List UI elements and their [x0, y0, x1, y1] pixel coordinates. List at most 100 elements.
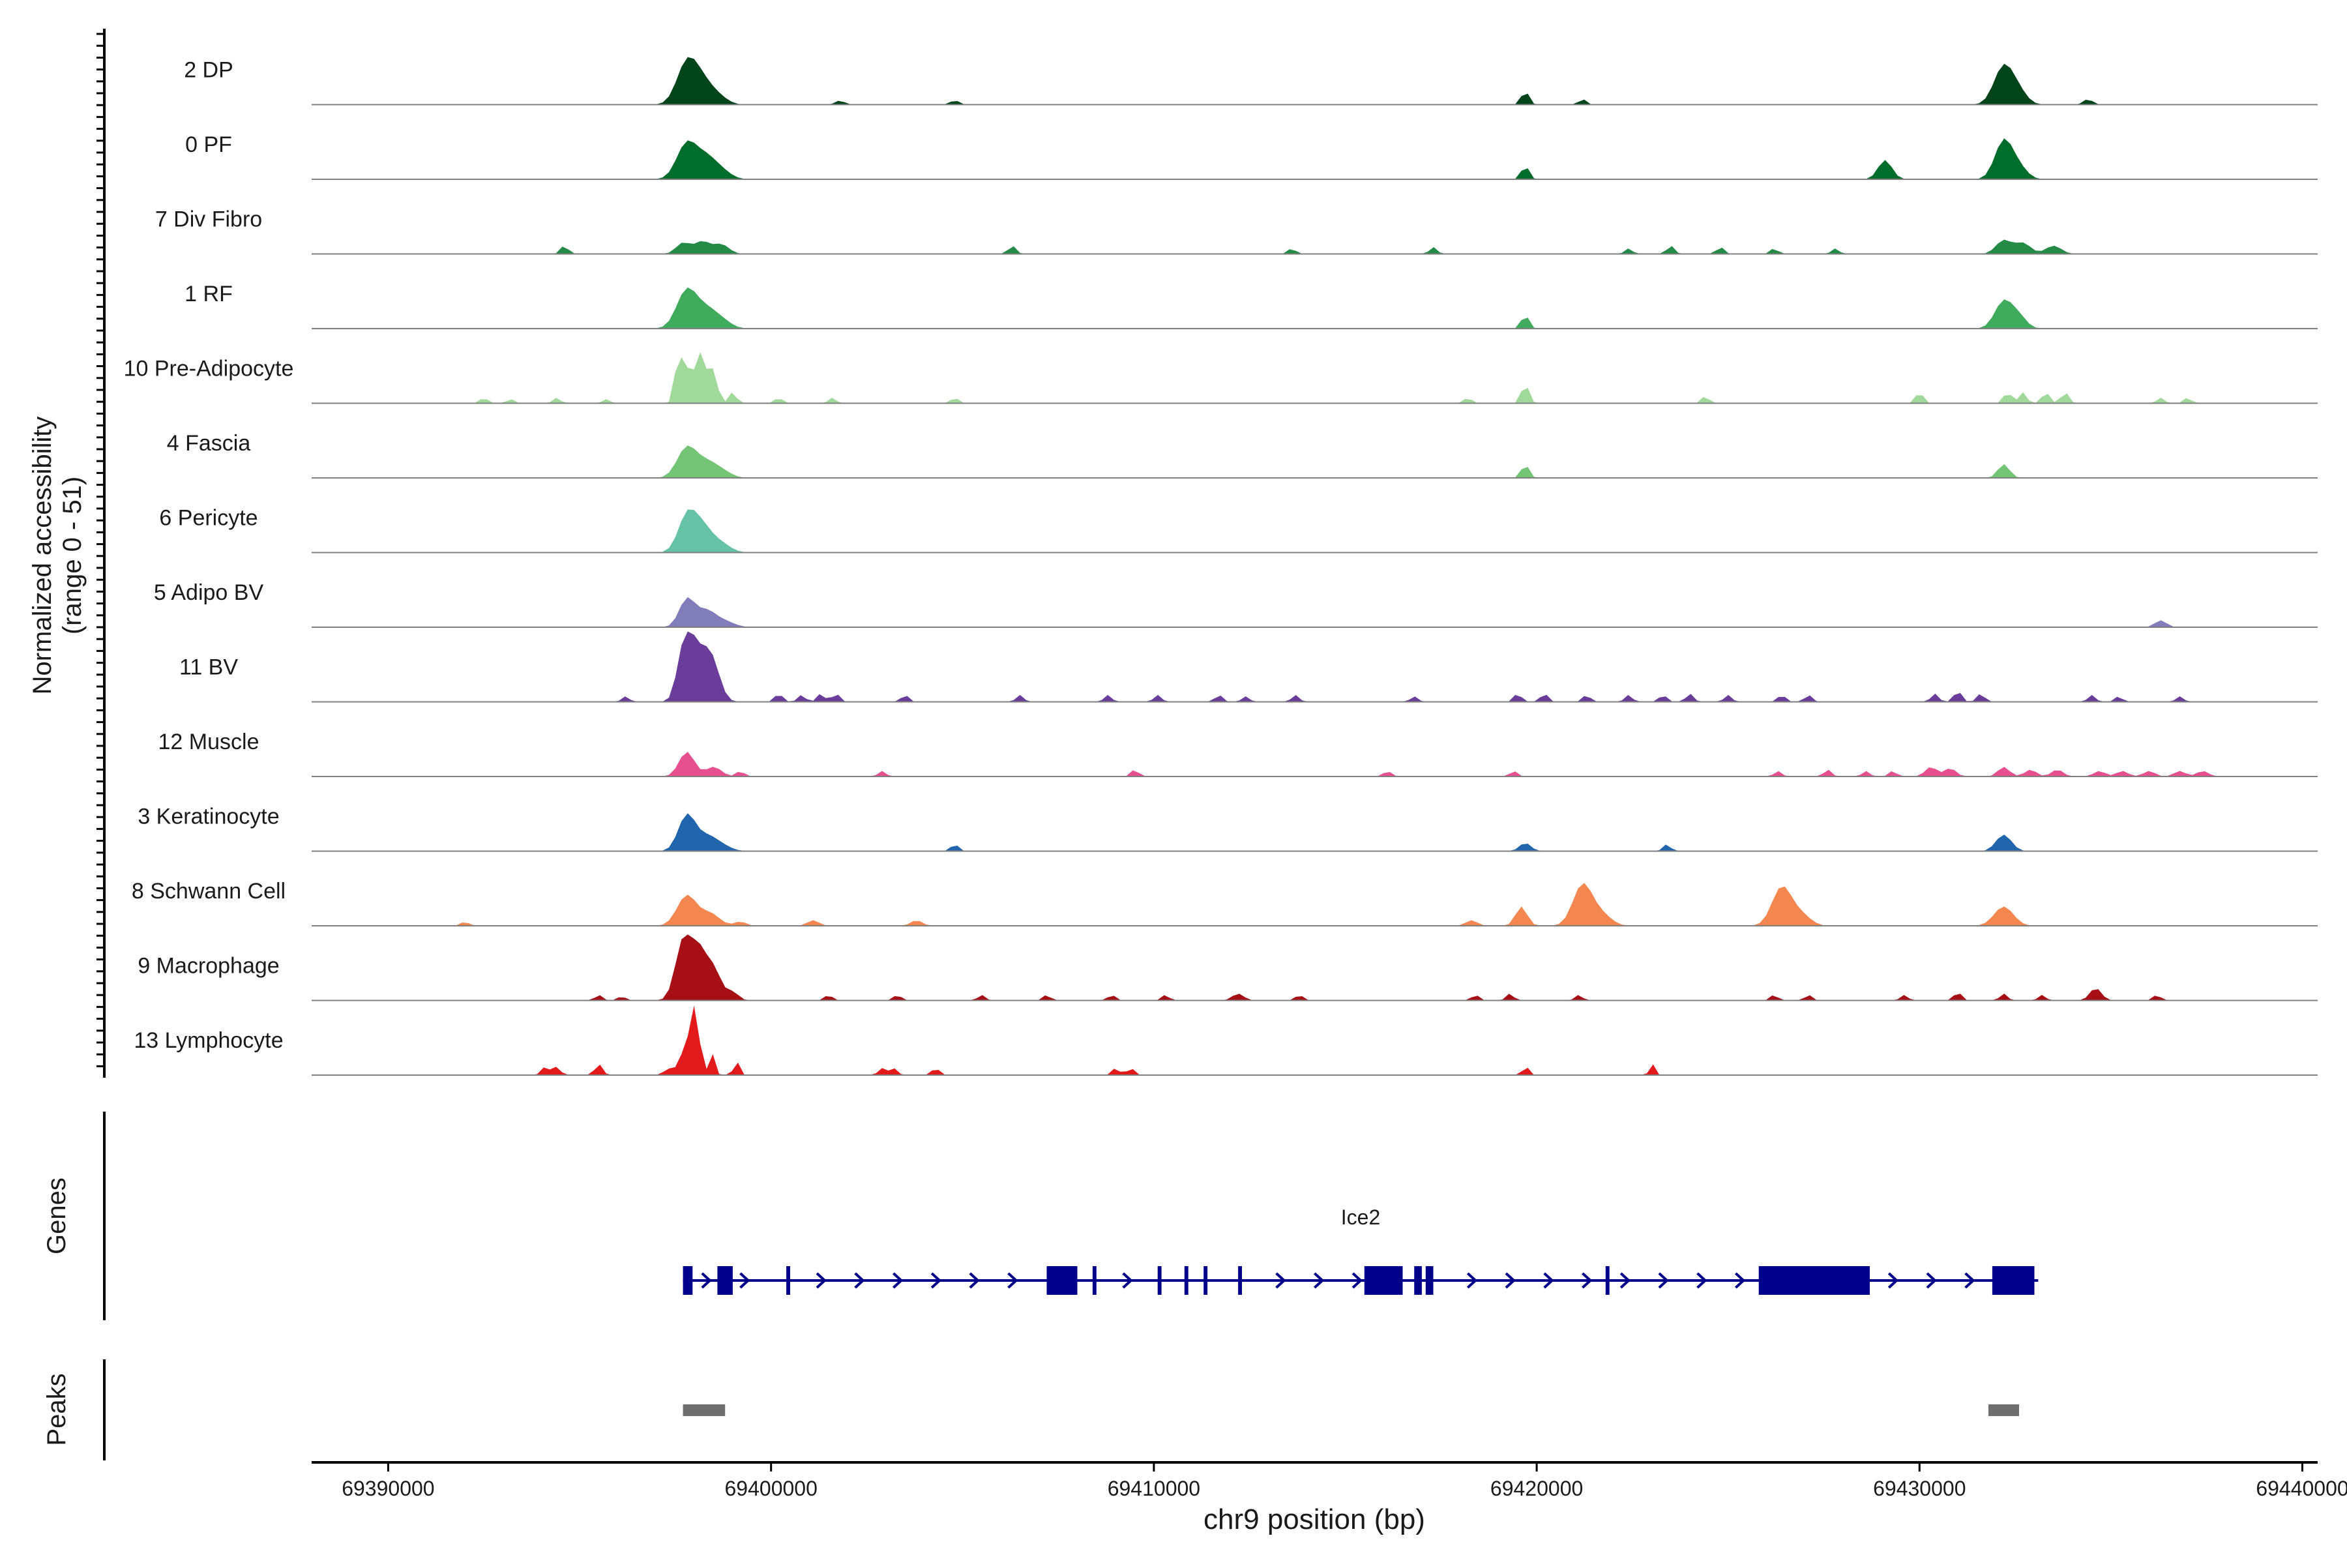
x-tick-label: 69440000: [2256, 1477, 2347, 1500]
track-13: [312, 934, 2318, 1001]
gene-exon: [1157, 1266, 1162, 1295]
strand-arrow: [701, 1272, 712, 1289]
x-tick-label: 69430000: [1873, 1477, 1966, 1500]
peaks-track: [683, 1404, 2019, 1416]
track-8: [312, 597, 2318, 628]
x-axis: 69390000 69400000 69410000 69420000 69430000…: [312, 1461, 2347, 1500]
x-axis-label: chr9 position (bp): [1203, 1503, 1425, 1535]
track-5: [312, 352, 2318, 404]
gene-exon: [786, 1266, 790, 1295]
gene-exon: [1992, 1266, 2035, 1295]
coverage-area: [312, 1005, 2318, 1075]
track-3: [312, 239, 2318, 255]
coverage-area: [312, 813, 2318, 851]
track-label: 0 PF: [185, 132, 232, 157]
track-label: 6 Pericyte: [159, 506, 258, 531]
y-axis-label-line2: (range 0 - 51): [58, 477, 87, 634]
strand-arrow: [1007, 1272, 1018, 1289]
coverage-area: [312, 883, 2318, 926]
strand-arrow: [1466, 1272, 1478, 1289]
strand-arrow: [1887, 1272, 1899, 1289]
strand-arrow: [1505, 1272, 1516, 1289]
coverage-area: [312, 445, 2318, 478]
coverage-area: [312, 57, 2318, 105]
track-label: 11 BV: [179, 655, 238, 680]
strand-arrow: [1351, 1272, 1363, 1289]
genes-panel-label: Genes: [42, 1177, 71, 1254]
coverage-area: [312, 631, 2318, 702]
gene-exon: [1364, 1266, 1403, 1295]
gene-exon: [683, 1266, 693, 1295]
track-label: 12 Muscle: [158, 730, 259, 754]
track-label: 7 Div Fibro: [155, 207, 262, 232]
track-7: [312, 509, 2318, 554]
gene-exon: [1425, 1266, 1434, 1295]
coverage-area: [312, 509, 2318, 553]
peak-region: [683, 1404, 726, 1416]
strand-arrow: [1543, 1272, 1554, 1289]
coverage-area: [312, 239, 2318, 254]
x-tick-label: 69400000: [725, 1477, 818, 1500]
track-label: 9 Macrophage: [138, 954, 279, 979]
track-label: 2 DP: [184, 58, 233, 83]
peak-region: [1988, 1404, 2019, 1416]
coverage-area: [312, 752, 2318, 777]
tracks-layer: [312, 57, 2318, 1076]
coverage-area: [312, 934, 2318, 1001]
gene-track: [683, 1266, 2039, 1295]
track-10: [312, 752, 2318, 777]
strand-arrow: [893, 1272, 904, 1289]
coverage-area: [312, 287, 2318, 329]
track-label: 1 RF: [185, 282, 233, 306]
strand-arrow: [854, 1272, 865, 1289]
track-9: [312, 631, 2318, 703]
strand-arrow: [969, 1272, 980, 1289]
coverage-area: [312, 138, 2318, 179]
track-2: [312, 138, 2318, 180]
strand-arrow: [1275, 1272, 1286, 1289]
strand-arrow: [1619, 1272, 1631, 1289]
strand-arrow: [1734, 1272, 1746, 1289]
gene-exon: [1414, 1266, 1422, 1295]
gene-exon: [1605, 1266, 1610, 1295]
x-tick-label: 69420000: [1490, 1477, 1583, 1500]
strand-arrow: [1582, 1272, 1593, 1289]
strand-arrow: [1696, 1272, 1707, 1289]
track-labels: 2 DP 0 PF 7 Div Fibro 1 RF 10 Pre-Adipocyte 4…: [124, 58, 294, 1054]
gene-name-label: Ice2: [1341, 1206, 1380, 1229]
coverage-area: [312, 597, 2318, 627]
x-tick-label: 69410000: [1108, 1477, 1200, 1500]
x-tick-label: 69390000: [342, 1477, 434, 1500]
gene-exon: [1092, 1266, 1097, 1295]
y-axis-label-line1: Normalized accessibility: [28, 417, 57, 695]
track-6: [312, 445, 2318, 479]
track-label: 5 Adipo BV: [154, 580, 264, 605]
strand-arrow: [1314, 1272, 1325, 1289]
track-11: [312, 813, 2318, 852]
strand-arrow: [1122, 1272, 1133, 1289]
track-12: [312, 883, 2318, 926]
left-axes: [96, 29, 106, 1460]
track-label: 8 Schwann Cell: [132, 879, 286, 904]
track-label: 10 Pre-Adipocyte: [124, 357, 294, 381]
strand-arrow: [1964, 1272, 1975, 1289]
gene-exon: [1046, 1266, 1078, 1295]
coverage-area: [312, 352, 2318, 404]
gene-exon: [1203, 1266, 1208, 1295]
strand-arrow: [930, 1272, 942, 1289]
track-label: 3 Keratinocyte: [138, 805, 279, 829]
track-label: 4 Fascia: [167, 431, 251, 456]
gene-exon: [1184, 1266, 1188, 1295]
strand-arrow: [816, 1272, 827, 1289]
y-minor-ticks: [96, 33, 104, 1067]
gene-exon: [717, 1266, 733, 1295]
strand-arrow: [1926, 1272, 1937, 1289]
gene-exon: [1758, 1266, 1870, 1295]
track-4: [312, 287, 2318, 329]
peaks-panel-label: Peaks: [42, 1373, 71, 1445]
track-1: [312, 57, 2318, 106]
gene-exon: [1238, 1266, 1242, 1295]
strand-arrow: [739, 1272, 750, 1289]
